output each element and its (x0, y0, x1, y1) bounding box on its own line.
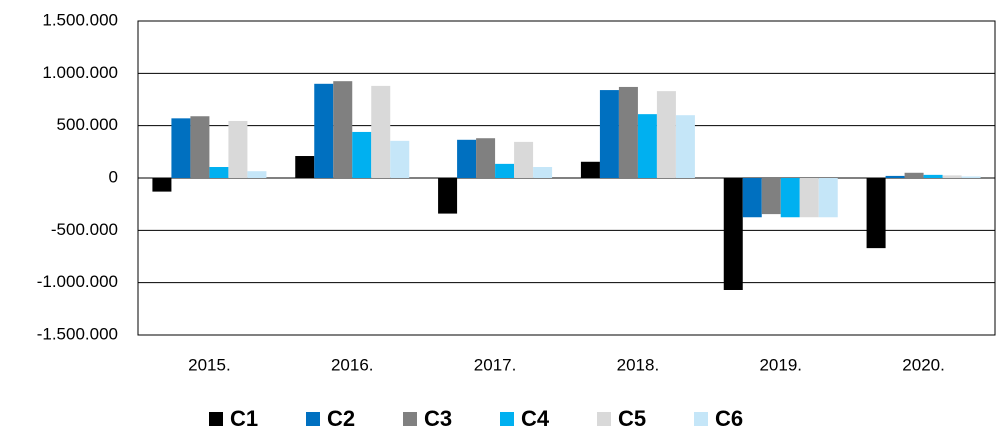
bar (314, 83, 334, 178)
x-tick-label: 2019. (759, 355, 802, 374)
bar (152, 178, 172, 192)
bar (209, 167, 229, 178)
legend-swatch (597, 412, 611, 426)
legend-swatch (403, 412, 417, 426)
legend-swatch (500, 412, 514, 426)
legend-label: C2 (327, 406, 355, 431)
legend-swatch (694, 412, 708, 426)
legend-label: C3 (424, 406, 452, 431)
bar (599, 90, 619, 178)
bar (457, 139, 477, 178)
bar (438, 178, 458, 214)
x-tick-label: 2016. (331, 355, 374, 374)
bar (390, 140, 410, 178)
y-tick-label: -500.000 (51, 220, 118, 239)
bar (904, 172, 924, 178)
bar (942, 175, 962, 178)
bar (514, 141, 534, 178)
bar (533, 167, 553, 178)
plot-border (137, 20, 996, 336)
bar (476, 138, 496, 178)
bar (580, 161, 600, 178)
bar (637, 114, 657, 178)
legend-swatch (209, 412, 223, 426)
y-tick-label: 1.500.000 (42, 10, 118, 29)
x-tick-label: 2018. (617, 355, 660, 374)
legend-label: C6 (715, 406, 743, 431)
bar (247, 171, 267, 178)
bar (961, 176, 981, 178)
bar (818, 178, 838, 218)
x-tick-label: 2015. (188, 355, 231, 374)
bar (675, 115, 695, 178)
legend-label: C1 (230, 406, 258, 431)
bar (495, 163, 515, 178)
bar (780, 178, 800, 218)
y-tick-label: -1.000.000 (37, 272, 118, 291)
bar (656, 91, 676, 178)
bar (799, 178, 819, 218)
bar (295, 156, 315, 178)
bar (723, 178, 743, 290)
bar (618, 86, 638, 178)
bar (866, 178, 886, 249)
y-tick-label: 0 (109, 167, 118, 186)
y-tick-label: 500.000 (57, 115, 118, 134)
y-tick-label: -1.500.000 (37, 324, 118, 343)
x-tick-label: 2017. (474, 355, 517, 374)
bar (352, 131, 372, 178)
bar (742, 178, 762, 218)
y-tick-label: 1.000.000 (42, 63, 118, 82)
legend-swatch (306, 412, 320, 426)
legend-label: C4 (521, 406, 550, 431)
bar (923, 174, 943, 178)
legend-label: C5 (618, 406, 646, 431)
bar (371, 85, 391, 178)
bar (190, 116, 210, 178)
x-tick-label: 2020. (902, 355, 945, 374)
bar (761, 178, 781, 215)
bar (333, 81, 353, 178)
bar (885, 175, 905, 178)
bar (171, 118, 191, 178)
bar (228, 120, 248, 178)
